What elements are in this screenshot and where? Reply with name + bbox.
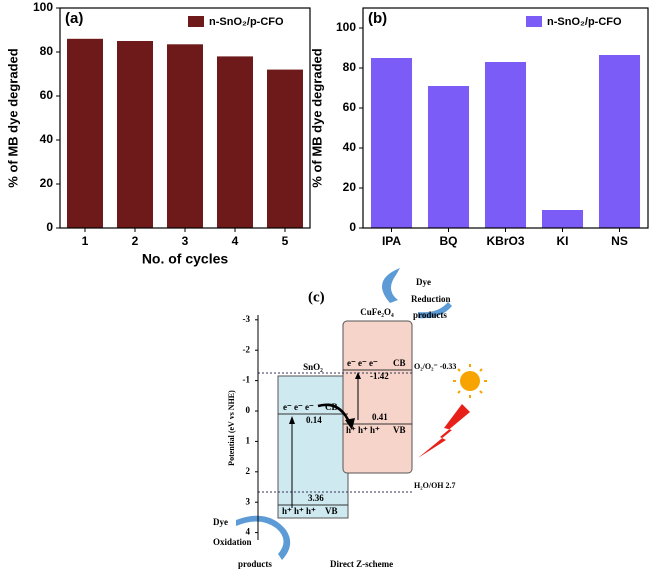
sun	[460, 371, 480, 391]
band-label: CB	[393, 358, 406, 368]
x-tick-label: 3	[182, 234, 189, 248]
oxidation-label: Oxidation	[213, 537, 252, 547]
reduction-arrow	[382, 268, 400, 303]
y-tick-label: 40	[343, 140, 357, 154]
y-tick-label: 100	[33, 0, 53, 14]
tick-label: -3	[243, 314, 251, 324]
x-tick-label: KI	[557, 234, 569, 248]
sun-rays	[453, 364, 487, 398]
panel-label: (a)	[65, 10, 83, 27]
band-value: 0.14	[306, 415, 322, 425]
panel-label: (b)	[368, 10, 387, 27]
bar	[217, 56, 253, 229]
band-label: VB	[393, 425, 406, 435]
legend-label: n-SnO₂/p-CFO	[209, 16, 284, 28]
cufe2o4-box	[342, 320, 413, 474]
bar	[267, 69, 303, 228]
plot-frame	[59, 7, 311, 229]
y-axis-label: % of MB dye degraded	[5, 48, 20, 187]
y-tick-label: 20	[40, 176, 54, 190]
oxidation-label: products	[238, 559, 272, 569]
panel-label: (c)	[308, 289, 325, 305]
y-tick-label: 0	[349, 220, 356, 234]
oxidation-arrow	[236, 515, 291, 560]
material-label: CuFe₂O₄	[360, 307, 394, 317]
band-value: 3.36	[308, 493, 324, 503]
bar	[67, 38, 103, 228]
y-axis-label: % of MB dye degraded	[309, 48, 324, 187]
legend-swatch	[188, 16, 204, 27]
y-tick-label: 100	[336, 20, 356, 34]
plot-frame	[362, 7, 649, 229]
bar	[541, 210, 584, 228]
tick-label: 4	[246, 527, 251, 537]
y-tick-label: 60	[343, 100, 357, 114]
tick-label: 0	[246, 405, 251, 415]
legend-label: n-SnO₂/p-CFO	[547, 16, 622, 28]
band-value: 0.41	[372, 412, 388, 422]
oxidation-label: Dye	[213, 517, 228, 527]
x-tick-label: KBrO3	[486, 234, 524, 248]
arrow-head	[345, 418, 355, 430]
x-tick-label: 5	[282, 234, 289, 248]
bar	[427, 86, 470, 228]
band-label: VB	[325, 506, 338, 516]
axis-label: Potential (eV vs NHE)	[227, 390, 236, 466]
band-value: -1.42	[370, 371, 389, 381]
y-tick-label: 0	[46, 220, 53, 234]
tick-label: 3	[246, 496, 251, 506]
y-tick-label: 20	[343, 180, 357, 194]
x-tick-label: NS	[611, 234, 628, 248]
reduction-label: Dye	[416, 277, 431, 287]
tick-label: -1	[243, 375, 251, 385]
bar	[484, 62, 527, 228]
level-label: O₂/O₂⁻ -0.33	[414, 362, 456, 371]
electrons: e⁻ e⁻ e⁻	[283, 402, 314, 412]
legend-swatch	[526, 16, 542, 27]
lightning	[418, 404, 470, 458]
bar	[167, 44, 203, 228]
y-tick-label: 80	[343, 60, 357, 74]
diagram: (c) Potential (eV vs NHE) CuFe₂O₄ SnO₂ e…	[213, 268, 487, 569]
x-tick-label: 2	[132, 234, 139, 248]
x-tick-label: 1	[82, 234, 89, 248]
sno2-box	[277, 375, 349, 519]
arrow-head	[355, 372, 361, 379]
band-label: CB	[325, 402, 338, 412]
reduction-label: Reduction	[411, 294, 451, 304]
holes: h⁺ h⁺ h⁺	[346, 425, 380, 435]
holes: h⁺ h⁺ h⁺	[282, 506, 316, 516]
reduction-arrow	[418, 302, 452, 319]
level-label: H₂O/OH 2.7	[414, 481, 456, 490]
material-label: SnO₂	[303, 362, 323, 372]
tick-label: -2	[243, 344, 251, 354]
y-tick-label: 40	[40, 132, 54, 146]
x-axis-label: No. of cycles	[142, 251, 229, 267]
reduction-label: products	[413, 310, 447, 320]
x-tick-label: BQ	[440, 234, 458, 248]
tick-label: 1	[246, 435, 251, 445]
y-tick-label: 80	[40, 44, 54, 58]
arrow-head	[289, 416, 295, 424]
x-tick-label: IPA	[382, 234, 401, 248]
bar	[598, 55, 641, 228]
tick-label: 2	[246, 466, 251, 476]
electrons: e⁻ e⁻ e⁻	[347, 358, 378, 368]
y-tick-label: 60	[40, 88, 54, 102]
bar	[370, 58, 413, 228]
caption: Direct Z-scheme	[330, 559, 393, 569]
bar	[117, 41, 153, 228]
x-tick-label: 4	[232, 234, 239, 248]
